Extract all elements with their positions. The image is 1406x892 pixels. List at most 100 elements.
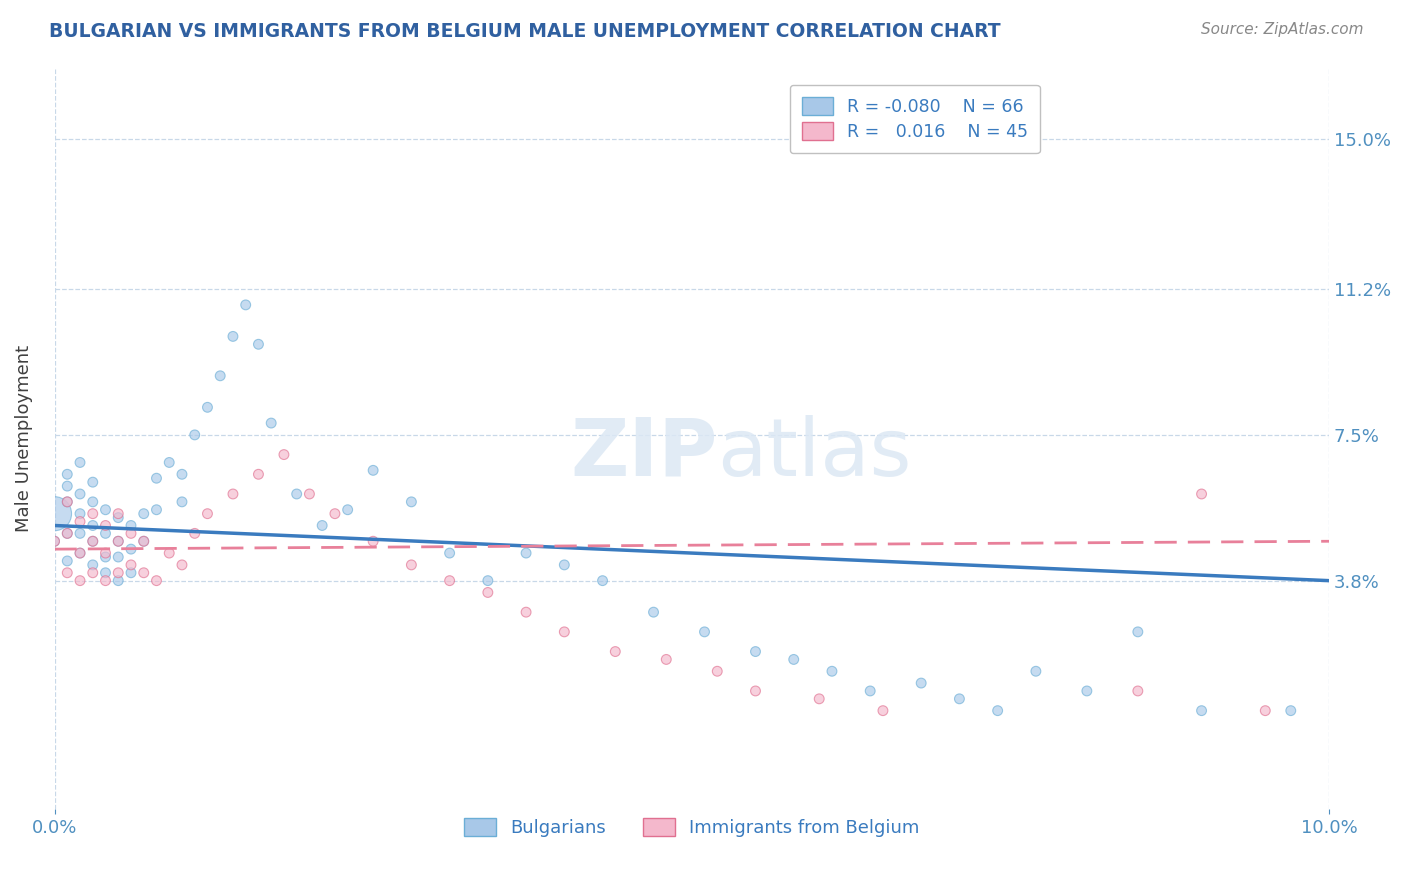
Point [107,534,129,549]
Point [107,510,129,524]
Point [744,684,766,698]
Point [948,691,970,706]
Point [1126,624,1149,639]
Point [592,574,614,588]
Point [872,704,894,718]
Point [82,566,104,580]
Text: BULGARIAN VS IMMIGRANTS FROM BELGIUM MALE UNEMPLOYMENT CORRELATION CHART: BULGARIAN VS IMMIGRANTS FROM BELGIUM MAL… [49,22,1001,41]
Text: ZIP: ZIP [569,415,717,492]
Point [553,624,575,639]
Point [56,566,79,580]
Point [298,487,321,501]
Point [56,467,79,482]
Point [1191,487,1213,501]
Point [82,534,104,549]
Point [94,566,117,580]
Legend: Bulgarians, Immigrants from Belgium: Bulgarians, Immigrants from Belgium [457,811,927,845]
Point [69,455,91,469]
Point [69,546,91,560]
Point [145,574,167,588]
Point [655,652,678,666]
Point [222,329,245,343]
Point [56,554,79,568]
Point [120,526,142,541]
Y-axis label: Male Unemployment: Male Unemployment [15,345,32,533]
Point [120,558,142,572]
Point [69,487,91,501]
Point [401,558,423,572]
Point [94,549,117,564]
Point [477,574,499,588]
Point [1126,684,1149,698]
Text: atlas: atlas [717,415,911,492]
Point [260,416,283,430]
Point [808,691,831,706]
Point [170,467,193,482]
Point [285,487,308,501]
Point [157,455,180,469]
Point [107,549,129,564]
Point [56,526,79,541]
Point [132,507,155,521]
Point [987,704,1010,718]
Point [515,546,537,560]
Point [82,534,104,549]
Point [183,428,205,442]
Point [859,684,882,698]
Point [553,558,575,572]
Point [706,665,728,679]
Point [94,502,117,516]
Point [1076,684,1098,698]
Point [107,507,129,521]
Point [145,471,167,485]
Point [439,574,461,588]
Point [235,298,257,312]
Point [82,518,104,533]
Point [273,448,295,462]
Point [120,518,142,533]
Point [1254,704,1277,718]
Point [107,566,129,580]
Point [361,463,384,477]
Point [120,566,142,580]
Point [1025,665,1047,679]
Point [783,652,806,666]
Point [69,507,91,521]
Point [145,502,167,516]
Point [132,534,155,549]
Point [82,495,104,509]
Point [1191,704,1213,718]
Point [361,534,384,549]
Point [222,487,245,501]
Point [643,605,665,619]
Point [323,507,346,521]
Point [94,518,117,533]
Text: Source: ZipAtlas.com: Source: ZipAtlas.com [1201,22,1364,37]
Point [311,518,333,533]
Point [515,605,537,619]
Point [197,507,219,521]
Point [44,534,66,549]
Point [94,574,117,588]
Point [132,534,155,549]
Point [69,546,91,560]
Point [56,495,79,509]
Point [170,495,193,509]
Point [69,526,91,541]
Point [247,337,270,351]
Point [56,479,79,493]
Point [821,665,844,679]
Point [94,546,117,560]
Point [69,574,91,588]
Point [82,507,104,521]
Point [1279,704,1302,718]
Point [209,368,232,383]
Point [693,624,716,639]
Point [107,534,129,549]
Point [44,534,66,549]
Point [605,644,627,658]
Point [82,475,104,490]
Point [197,401,219,415]
Point [477,585,499,599]
Point [56,526,79,541]
